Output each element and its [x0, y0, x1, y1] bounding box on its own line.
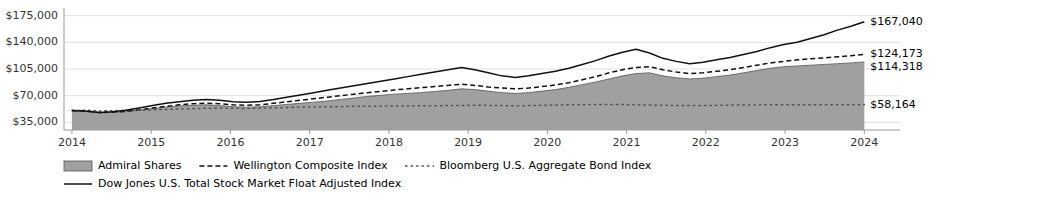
x-tick-label: 2022 — [692, 136, 720, 149]
legend-item: Bloomberg U.S. Aggregate Bond Index — [406, 159, 652, 172]
x-tick-label: 2014 — [58, 136, 86, 149]
end-label: $114,318 — [870, 60, 923, 73]
x-tick-label: 2020 — [533, 136, 561, 149]
x-tick — [388, 130, 389, 134]
area — [72, 62, 864, 130]
y-tick-label: $140,000 — [6, 35, 59, 48]
legend-swatch — [199, 165, 227, 167]
x-tick — [151, 130, 152, 134]
grid-line — [64, 15, 900, 16]
x-tick-label: 2016 — [216, 136, 244, 149]
x-axis: 2014 2015 2016 2017 2018 2019 2020 2021 2022 2023… — [58, 130, 878, 149]
end-label: $124,173 — [870, 47, 923, 60]
x-tick — [468, 130, 469, 134]
legend: Admiral Shares Wellington Composite Index… — [64, 159, 652, 190]
x-tick — [71, 130, 72, 134]
legend-label: Dow Jones U.S. Total Stock Market Float … — [98, 177, 402, 190]
legend-item: Dow Jones U.S. Total Stock Market Float … — [64, 177, 402, 190]
legend-item: Admiral Shares — [64, 159, 182, 172]
grid-line — [64, 42, 900, 43]
x-tick — [547, 130, 548, 134]
legend-item: Wellington Composite Index — [199, 159, 388, 172]
x-tick — [626, 130, 627, 134]
y-tick-label: $35,000 — [13, 115, 59, 128]
x-tick — [864, 130, 865, 134]
line — [72, 104, 864, 110]
legend-label: Bloomberg U.S. Aggregate Bond Index — [440, 159, 652, 172]
legend-swatch — [406, 165, 434, 167]
x-tick-label: 2021 — [613, 136, 641, 149]
annotations: $167,040 $124,173$114,318 $58,164 — [870, 15, 923, 111]
x-tick — [785, 130, 786, 134]
x-tick-label: 2023 — [771, 136, 799, 149]
y-tick-label: $105,000 — [6, 62, 59, 75]
x-tick-label: 2024 — [850, 136, 878, 149]
x-tick — [230, 130, 231, 134]
x-tick-label: 2017 — [296, 136, 324, 149]
legend-label: Wellington Composite Index — [233, 159, 388, 172]
x-tick — [705, 130, 706, 134]
line — [72, 22, 864, 113]
chart: $35,000 $70,000 $105,000 $140,000 $175,000 20… — [0, 0, 1048, 212]
x-tick-label: 2018 — [375, 136, 403, 149]
y-axis-line — [64, 8, 65, 130]
plot-area — [72, 22, 864, 130]
x-tick-label: 2015 — [137, 136, 165, 149]
end-label: $58,164 — [870, 98, 916, 111]
y-tick-label: $70,000 — [13, 89, 59, 102]
x-tick-label: 2019 — [454, 136, 482, 149]
legend-swatch — [64, 161, 92, 171]
x-tick — [309, 130, 310, 134]
area-edge — [72, 62, 864, 113]
legend-swatch — [64, 183, 92, 185]
end-label: $167,040 — [870, 15, 923, 28]
legend-label: Admiral Shares — [98, 159, 182, 172]
line — [72, 54, 864, 112]
y-tick-label: $175,000 — [6, 9, 59, 22]
